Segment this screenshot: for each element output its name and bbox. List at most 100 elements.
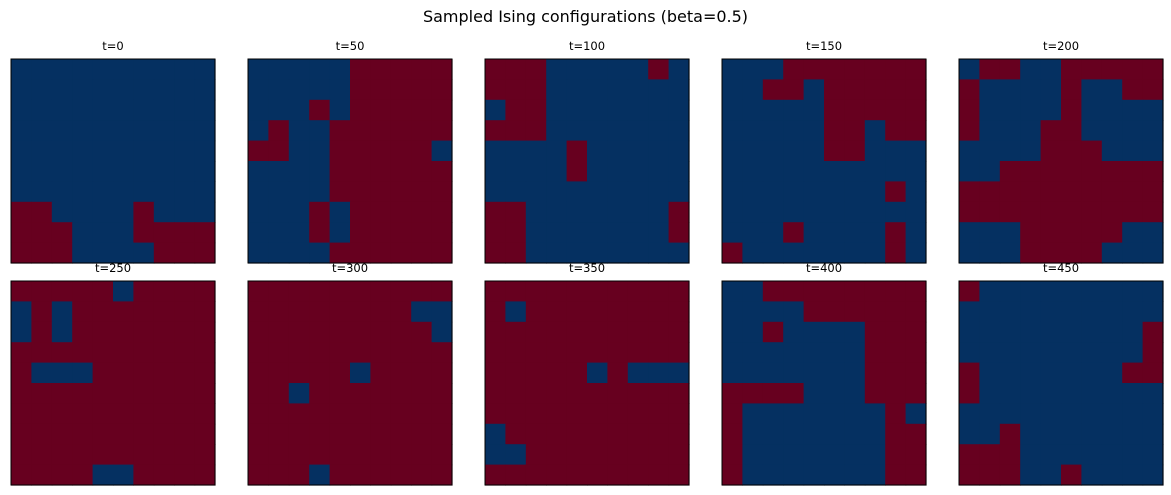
spin-cell: [113, 140, 134, 162]
spin-cell: [11, 403, 32, 425]
spin-cell: [742, 383, 764, 404]
spin-cell: [587, 161, 608, 182]
spin-cell: [31, 342, 53, 364]
spin-cell: [803, 403, 825, 425]
spin-cell: [999, 321, 1021, 343]
spin-cell: [525, 99, 547, 121]
spin-cell: [844, 181, 866, 203]
spin-cell: [51, 403, 73, 425]
spin-cell: [627, 222, 649, 244]
spin-cell: [329, 444, 351, 466]
spin-cell: [783, 79, 805, 101]
spin-cell: [722, 321, 743, 343]
spin-cell: [309, 281, 331, 302]
spin-cell: [566, 201, 588, 223]
spin-cell: [762, 281, 784, 302]
spin-cell: [1081, 181, 1103, 203]
spin-cell: [566, 362, 588, 384]
spin-cell: [309, 99, 331, 121]
spin-cell: [31, 140, 53, 162]
spin-cell: [864, 120, 886, 142]
spin-cell: [431, 59, 453, 80]
spin-cell: [92, 464, 114, 486]
spin-cell: [1122, 403, 1144, 425]
spin-cell: [350, 342, 371, 364]
spin-cell: [390, 99, 412, 121]
spin-cell: [133, 140, 155, 162]
spin-cell: [1040, 201, 1062, 223]
spin-cell: [194, 242, 216, 264]
panel-title: t=50: [336, 39, 365, 53]
spin-cell: [153, 362, 175, 384]
spin-cell: [844, 403, 866, 425]
spin-cell: [587, 342, 608, 364]
spin-cell: [546, 79, 568, 101]
spin-cell: [370, 79, 392, 101]
spin-cell: [11, 281, 32, 302]
spin-cell: [762, 140, 784, 162]
spin-cell: [31, 201, 53, 223]
spin-cell: [350, 444, 371, 466]
spin-cell: [607, 140, 629, 162]
spin-cell: [11, 161, 32, 182]
spin-cell: [627, 59, 649, 80]
spin-cell: [525, 423, 547, 445]
spin-cell: [153, 59, 175, 80]
spin-cell: [248, 181, 269, 203]
spin-cell: [722, 362, 743, 384]
spin-cell: [525, 321, 547, 343]
spin-cell: [999, 181, 1021, 203]
spin-cell: [607, 464, 629, 486]
spin-cell: [1101, 301, 1123, 323]
spin-cell: [329, 120, 351, 142]
spin-cell: [844, 140, 866, 162]
spin-cell: [431, 464, 453, 486]
spin-cell: [824, 444, 845, 466]
spin-cell: [824, 321, 845, 343]
spin-cell: [844, 342, 866, 364]
spin-cell: [905, 362, 927, 384]
spin-cell: [864, 181, 886, 203]
spin-cell: [803, 301, 825, 323]
spin-cell: [72, 140, 94, 162]
spin-cell: [268, 281, 290, 302]
spin-cell: [844, 444, 866, 466]
panel-title: t=0: [102, 39, 123, 53]
spin-cell: [370, 181, 392, 203]
spin-cell: [999, 79, 1021, 101]
spin-cell: [979, 120, 1001, 142]
spin-cell: [999, 120, 1021, 142]
spin-cell: [587, 222, 608, 244]
spin-cell: [288, 181, 310, 203]
spin-cell: [268, 140, 290, 162]
spin-cell: [194, 403, 216, 425]
spin-cell: [668, 222, 690, 244]
spin-cell: [803, 342, 825, 364]
spin-cell: [905, 464, 927, 486]
spin-cell: [844, 301, 866, 323]
spin-cell: [113, 301, 134, 323]
spin-cell: [627, 444, 649, 466]
spin-cell: [411, 79, 433, 101]
spin-cell: [546, 161, 568, 182]
spin-cell: [546, 423, 568, 445]
spin-cell: [824, 242, 845, 264]
spin-cell: [153, 342, 175, 364]
spin-cell: [288, 423, 310, 445]
spin-cell: [505, 99, 527, 121]
spin-cell: [1040, 423, 1062, 445]
spin-cell: [248, 444, 269, 466]
spin-cell: [525, 464, 547, 486]
spin-cell: [1020, 301, 1042, 323]
spin-cell: [31, 242, 53, 264]
spin-cell: [194, 362, 216, 384]
spin-cell: [1081, 222, 1103, 244]
spin-cell: [411, 59, 433, 80]
spin-cell: [742, 79, 764, 101]
spin-cell: [485, 99, 506, 121]
spin-cell: [1061, 201, 1082, 223]
spin-cell: [153, 281, 175, 302]
spin-cell: [431, 301, 453, 323]
spin-cell: [431, 181, 453, 203]
spin-cell: [431, 342, 453, 364]
